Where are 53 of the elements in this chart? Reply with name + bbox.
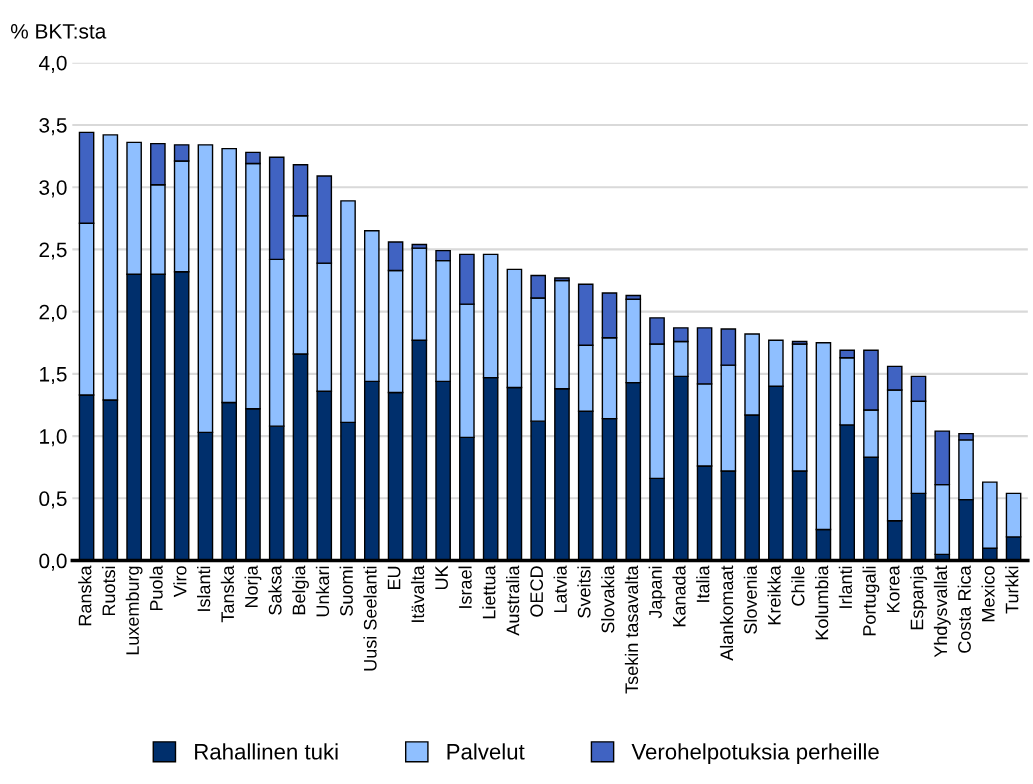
x-tick-label: Itävalta [410,565,425,622]
x-tick-label: Japani [648,566,666,619]
x-tick-label: Viro [173,566,187,598]
x-tick-label: Latvia [553,565,567,613]
x-tick-label: Saksa [268,565,282,615]
y-tick-label: 2,5 [39,242,67,260]
x-tick-label: Turkki [1005,566,1019,614]
x-tick-label: Suomi [339,566,353,616]
y-tick-label: 1,0 [40,429,67,447]
legend-label: Rahallinen tuki [195,743,338,760]
x-tick-label: Kolumbia [815,565,829,640]
y-tick-label: 1,5 [40,367,67,385]
x-tick-label: Slovenia [743,565,757,634]
x-tick-label: Kanada [672,565,686,627]
x-tick-label: Luxemburg [125,566,143,655]
x-tick-label: Israel [458,566,472,608]
y-axis-title: % BKT:sta [10,24,107,39]
x-tick-label: Tanska [220,565,235,623]
x-tick-label: Liettua [482,565,496,619]
x-tick-label: Unkari [315,566,330,617]
y-tick-label: 3,5 [39,117,67,136]
x-tick-label: UK [435,565,448,590]
x-tick-label: Espanja [910,565,927,630]
x-tick-label: Chile [791,566,805,606]
x-tick-label: EU [387,566,401,590]
x-tick-label: Yhdysvallat [933,565,951,658]
x-tick-label: Puola [149,565,163,611]
y-tick-label: 0,5 [39,491,67,509]
legend-label: Verohelpotuksia perheille [631,743,879,764]
x-tick-label: Mexico [981,566,995,622]
x-tick-label: OECD [530,566,544,617]
x-tick-label: Alankomaat [719,565,734,661]
x-tick-label: Tsekin tasavalta [624,565,639,694]
y-tick-label: 2,0 [39,304,67,322]
x-tick-label: Italia [696,565,710,602]
y-tick-label: 4,0 [38,55,67,73]
x-tick-label: Norja [244,565,262,608]
x-tick-label: Sveitsi [577,566,591,618]
x-tick-label: Irlanti [838,566,853,608]
legend-label: Palvelut [447,743,525,760]
x-tick-label: Islanti [197,566,211,611]
x-tick-label: Korea [886,565,900,613]
y-tick-label: 0,0 [39,553,67,571]
x-tick-label: Portugali [862,566,880,636]
x-tick-label: Kreikka [767,565,781,625]
x-tick-label: Ranska [78,565,92,626]
x-tick-label: Australia [506,565,520,636]
y-tick-label: 3,0 [39,180,67,198]
x-tick-label: Ruotsi [101,566,116,616]
x-tick-label: Costa Rica [957,565,971,653]
x-tick-label: Uusi Seelanti [363,566,377,671]
x-tick-label: Belgia [292,565,309,615]
x-tick-label: Slovakia [601,565,615,633]
